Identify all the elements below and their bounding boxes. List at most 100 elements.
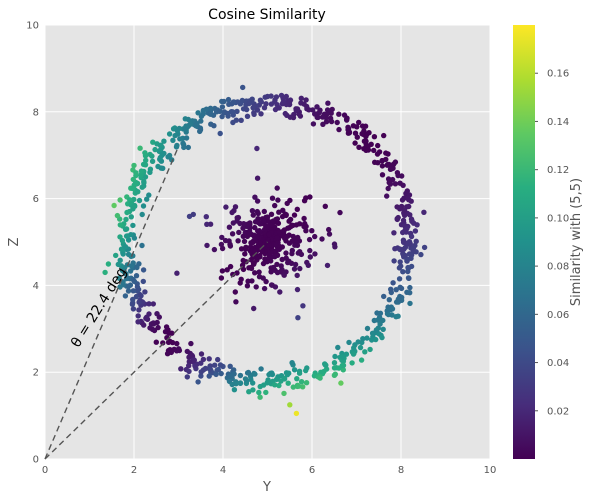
data-point: [406, 239, 413, 245]
data-point: [292, 261, 299, 268]
data-point: [252, 224, 258, 231]
data-point: [291, 212, 298, 218]
data-point: [230, 99, 236, 105]
data-point: [147, 166, 154, 172]
data-point: [227, 263, 234, 270]
data-point: [125, 251, 132, 258]
colorbar-tick-label: 0.02: [547, 406, 569, 417]
data-point: [307, 254, 313, 260]
data-point: [293, 410, 300, 417]
data-point: [257, 394, 263, 400]
data-point: [119, 237, 126, 244]
data-point: [392, 181, 399, 187]
data-point: [343, 351, 350, 357]
data-point: [254, 107, 261, 113]
data-point: [319, 114, 326, 120]
data-point: [204, 221, 210, 227]
data-point: [135, 319, 141, 325]
data-point: [136, 299, 142, 305]
data-point: [133, 293, 140, 300]
data-point: [130, 176, 136, 183]
data-point: [287, 216, 294, 223]
data-point: [261, 208, 267, 215]
data-point: [233, 117, 239, 123]
data-point: [267, 250, 274, 256]
data-point: [242, 376, 249, 382]
data-point: [169, 157, 175, 163]
data-point: [286, 370, 292, 376]
data-point: [167, 347, 173, 353]
data-point: [279, 256, 285, 263]
data-point: [270, 218, 276, 224]
data-point: [404, 225, 410, 232]
data-point: [230, 109, 236, 115]
data-point: [337, 209, 343, 216]
data-point: [134, 284, 141, 290]
data-point: [263, 101, 269, 107]
data-point: [303, 97, 309, 103]
data-point: [406, 203, 412, 210]
data-point: [301, 215, 307, 222]
data-point: [350, 351, 357, 357]
data-point: [397, 206, 403, 212]
data-point: [244, 113, 251, 120]
data-point: [284, 200, 290, 207]
data-point: [276, 229, 282, 235]
data-point: [377, 310, 384, 316]
data-point: [381, 132, 387, 139]
data-point: [283, 212, 289, 219]
data-point: [102, 269, 108, 276]
data-point: [286, 98, 293, 105]
data-point: [122, 226, 129, 232]
colorbar: [513, 25, 535, 459]
data-point: [340, 367, 346, 373]
data-point: [183, 127, 189, 133]
data-point: [373, 336, 379, 343]
data-point: [290, 384, 296, 390]
data-point: [394, 216, 400, 222]
data-point: [252, 270, 258, 276]
data-point: [149, 326, 156, 332]
data-point: [160, 340, 166, 346]
data-point: [122, 244, 129, 250]
data-point: [379, 172, 386, 178]
data-point: [314, 104, 320, 110]
data-point: [405, 275, 412, 281]
data-point: [238, 117, 244, 124]
data-point: [235, 238, 241, 244]
data-point: [375, 142, 381, 149]
data-point: [250, 387, 256, 393]
data-point: [144, 196, 150, 202]
data-point: [280, 207, 286, 213]
data-point: [295, 234, 301, 241]
data-point: [203, 214, 209, 220]
data-point: [174, 128, 181, 134]
data-point: [291, 367, 298, 373]
data-point: [129, 301, 136, 307]
data-point: [332, 371, 338, 377]
data-point: [142, 174, 149, 180]
data-point: [226, 224, 233, 230]
data-point: [157, 142, 164, 149]
data-point: [272, 97, 278, 103]
data-point: [117, 257, 123, 263]
data-point: [307, 194, 313, 200]
data-point: [241, 221, 247, 227]
data-point: [174, 270, 180, 276]
data-point: [189, 352, 195, 359]
data-point: [219, 245, 226, 252]
data-point: [358, 357, 365, 363]
x-tick-label: 6: [309, 465, 315, 476]
data-point: [400, 252, 406, 258]
data-point: [323, 119, 330, 125]
data-point: [397, 259, 403, 265]
data-point: [213, 371, 219, 378]
x-tick-label: 10: [484, 465, 497, 476]
data-point: [272, 202, 278, 209]
data-point: [377, 321, 383, 327]
data-point: [332, 353, 338, 360]
data-point: [397, 284, 403, 290]
data-point: [184, 374, 190, 380]
data-point: [252, 194, 258, 200]
data-point: [206, 366, 213, 372]
